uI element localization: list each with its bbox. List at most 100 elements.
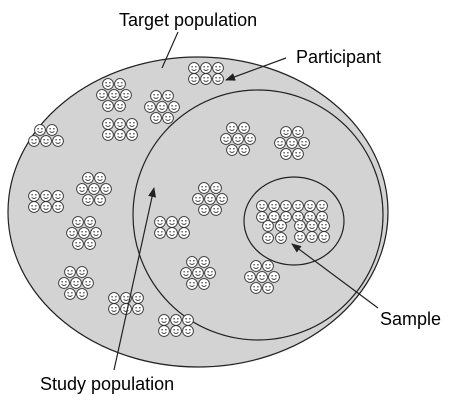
smiley-face-icon [178, 216, 190, 228]
smiley-face-icon [186, 256, 198, 268]
smiley-face-icon [280, 211, 292, 223]
participant-arrow [225, 57, 287, 81]
smiley-face-icon [94, 172, 106, 184]
smiley-face-icon [318, 220, 330, 232]
smiley-face-icon [250, 260, 262, 272]
smiley-face-icon [114, 78, 126, 90]
smiley-face-icon [82, 194, 94, 206]
smiley-face-icon [46, 124, 58, 136]
smiley-face-icon [198, 256, 210, 268]
smiley-face-icon [294, 231, 306, 243]
smiley-face-icon [316, 211, 328, 223]
smiley-face-icon [40, 201, 52, 213]
smiley-face-icon [250, 282, 262, 294]
smiley-face-icon [120, 89, 132, 101]
sample-arrow [291, 243, 379, 309]
smiley-face-icon [90, 227, 102, 239]
smiley-face-icon [188, 73, 200, 85]
smiley-face-icon [212, 73, 224, 85]
participant-cluster [244, 260, 280, 294]
smiley-face-icon [212, 62, 224, 74]
study-population-arrow [113, 187, 156, 371]
smiley-face-icon [244, 133, 256, 145]
smiley-face-icon [114, 129, 126, 141]
participant-cluster [158, 314, 194, 337]
participant-cluster [192, 182, 228, 216]
smiley-face-icon [84, 238, 96, 250]
smiley-face-icon [268, 211, 280, 223]
smiley-face-icon [232, 133, 244, 145]
smiley-face-icon [88, 183, 100, 195]
smiley-face-icon [154, 227, 166, 239]
smiley-face-icon [84, 216, 96, 228]
smiley-face-icon [102, 100, 114, 112]
smiley-face-icon [72, 238, 84, 250]
smiley-face-icon [144, 101, 156, 113]
smiley-face-icon [66, 227, 78, 239]
smiley-face-icon [78, 227, 90, 239]
participant-cluster [188, 62, 224, 85]
smiley-face-icon [154, 216, 166, 228]
smiley-face-icon [40, 190, 52, 202]
participant-cluster [96, 78, 132, 112]
smiley-face-icon [306, 220, 318, 232]
smiley-face-icon [156, 101, 168, 113]
smiley-face-icon [210, 182, 222, 194]
smiley-face-icon [238, 144, 250, 156]
smiley-face-icon [70, 277, 82, 289]
smiley-face-icon [102, 118, 114, 130]
smiley-face-icon [268, 271, 280, 283]
smiley-face-icon [58, 277, 70, 289]
smiley-face-icon [150, 112, 162, 124]
smiley-face-icon [188, 62, 200, 74]
smiley-face-icon [292, 211, 304, 223]
smiley-face-icon [108, 89, 120, 101]
smiley-face-icon [126, 118, 138, 130]
participant-cluster [180, 256, 216, 290]
smiley-face-icon [318, 231, 330, 243]
smiley-face-icon [226, 122, 238, 134]
smiley-face-icon [220, 133, 232, 145]
smiley-face-icon [28, 135, 40, 147]
smiley-face-icon [132, 303, 144, 315]
smiley-face-icon [178, 227, 190, 239]
smiley-face-icon [292, 148, 304, 160]
smiley-face-icon [114, 118, 126, 130]
smiley-face-icon [102, 78, 114, 90]
participant-cluster [220, 122, 256, 156]
participant-cluster [76, 172, 112, 206]
smiley-face-icon [114, 100, 126, 112]
participant-cluster [256, 200, 292, 223]
smiley-face-icon [72, 216, 84, 228]
smiley-face-icon [40, 135, 52, 147]
smiley-face-icon [304, 200, 316, 212]
smiley-face-icon [262, 220, 274, 232]
participant-cluster [262, 220, 287, 244]
smiley-face-icon [28, 201, 40, 213]
smiley-face-icon [262, 232, 274, 244]
participant-cluster [108, 292, 144, 315]
participant-cluster [66, 216, 102, 250]
smiley-face-icon [275, 220, 287, 232]
smiley-face-icon [298, 137, 310, 149]
smiley-face-icon [108, 292, 120, 304]
smiley-face-icon [102, 129, 114, 141]
smiley-face-icon [306, 231, 318, 243]
smiley-face-icon [286, 137, 298, 149]
smiley-face-icon [100, 183, 112, 195]
smiley-face-icon [192, 193, 204, 205]
smiley-face-icon [76, 183, 88, 195]
participant-icons [28, 62, 330, 337]
smiley-face-icon [186, 278, 198, 290]
smiley-face-icon [52, 135, 64, 147]
smiley-face-icon [28, 190, 40, 202]
smiley-face-icon [180, 267, 192, 279]
smiley-face-icon [210, 204, 222, 216]
smiley-face-icon [166, 227, 178, 239]
smiley-face-icon [200, 62, 212, 74]
smiley-face-icon [262, 260, 274, 272]
smiley-face-icon [280, 148, 292, 160]
smiley-face-icon [294, 220, 306, 232]
smiley-face-icon [204, 267, 216, 279]
smiley-face-icon [292, 126, 304, 138]
